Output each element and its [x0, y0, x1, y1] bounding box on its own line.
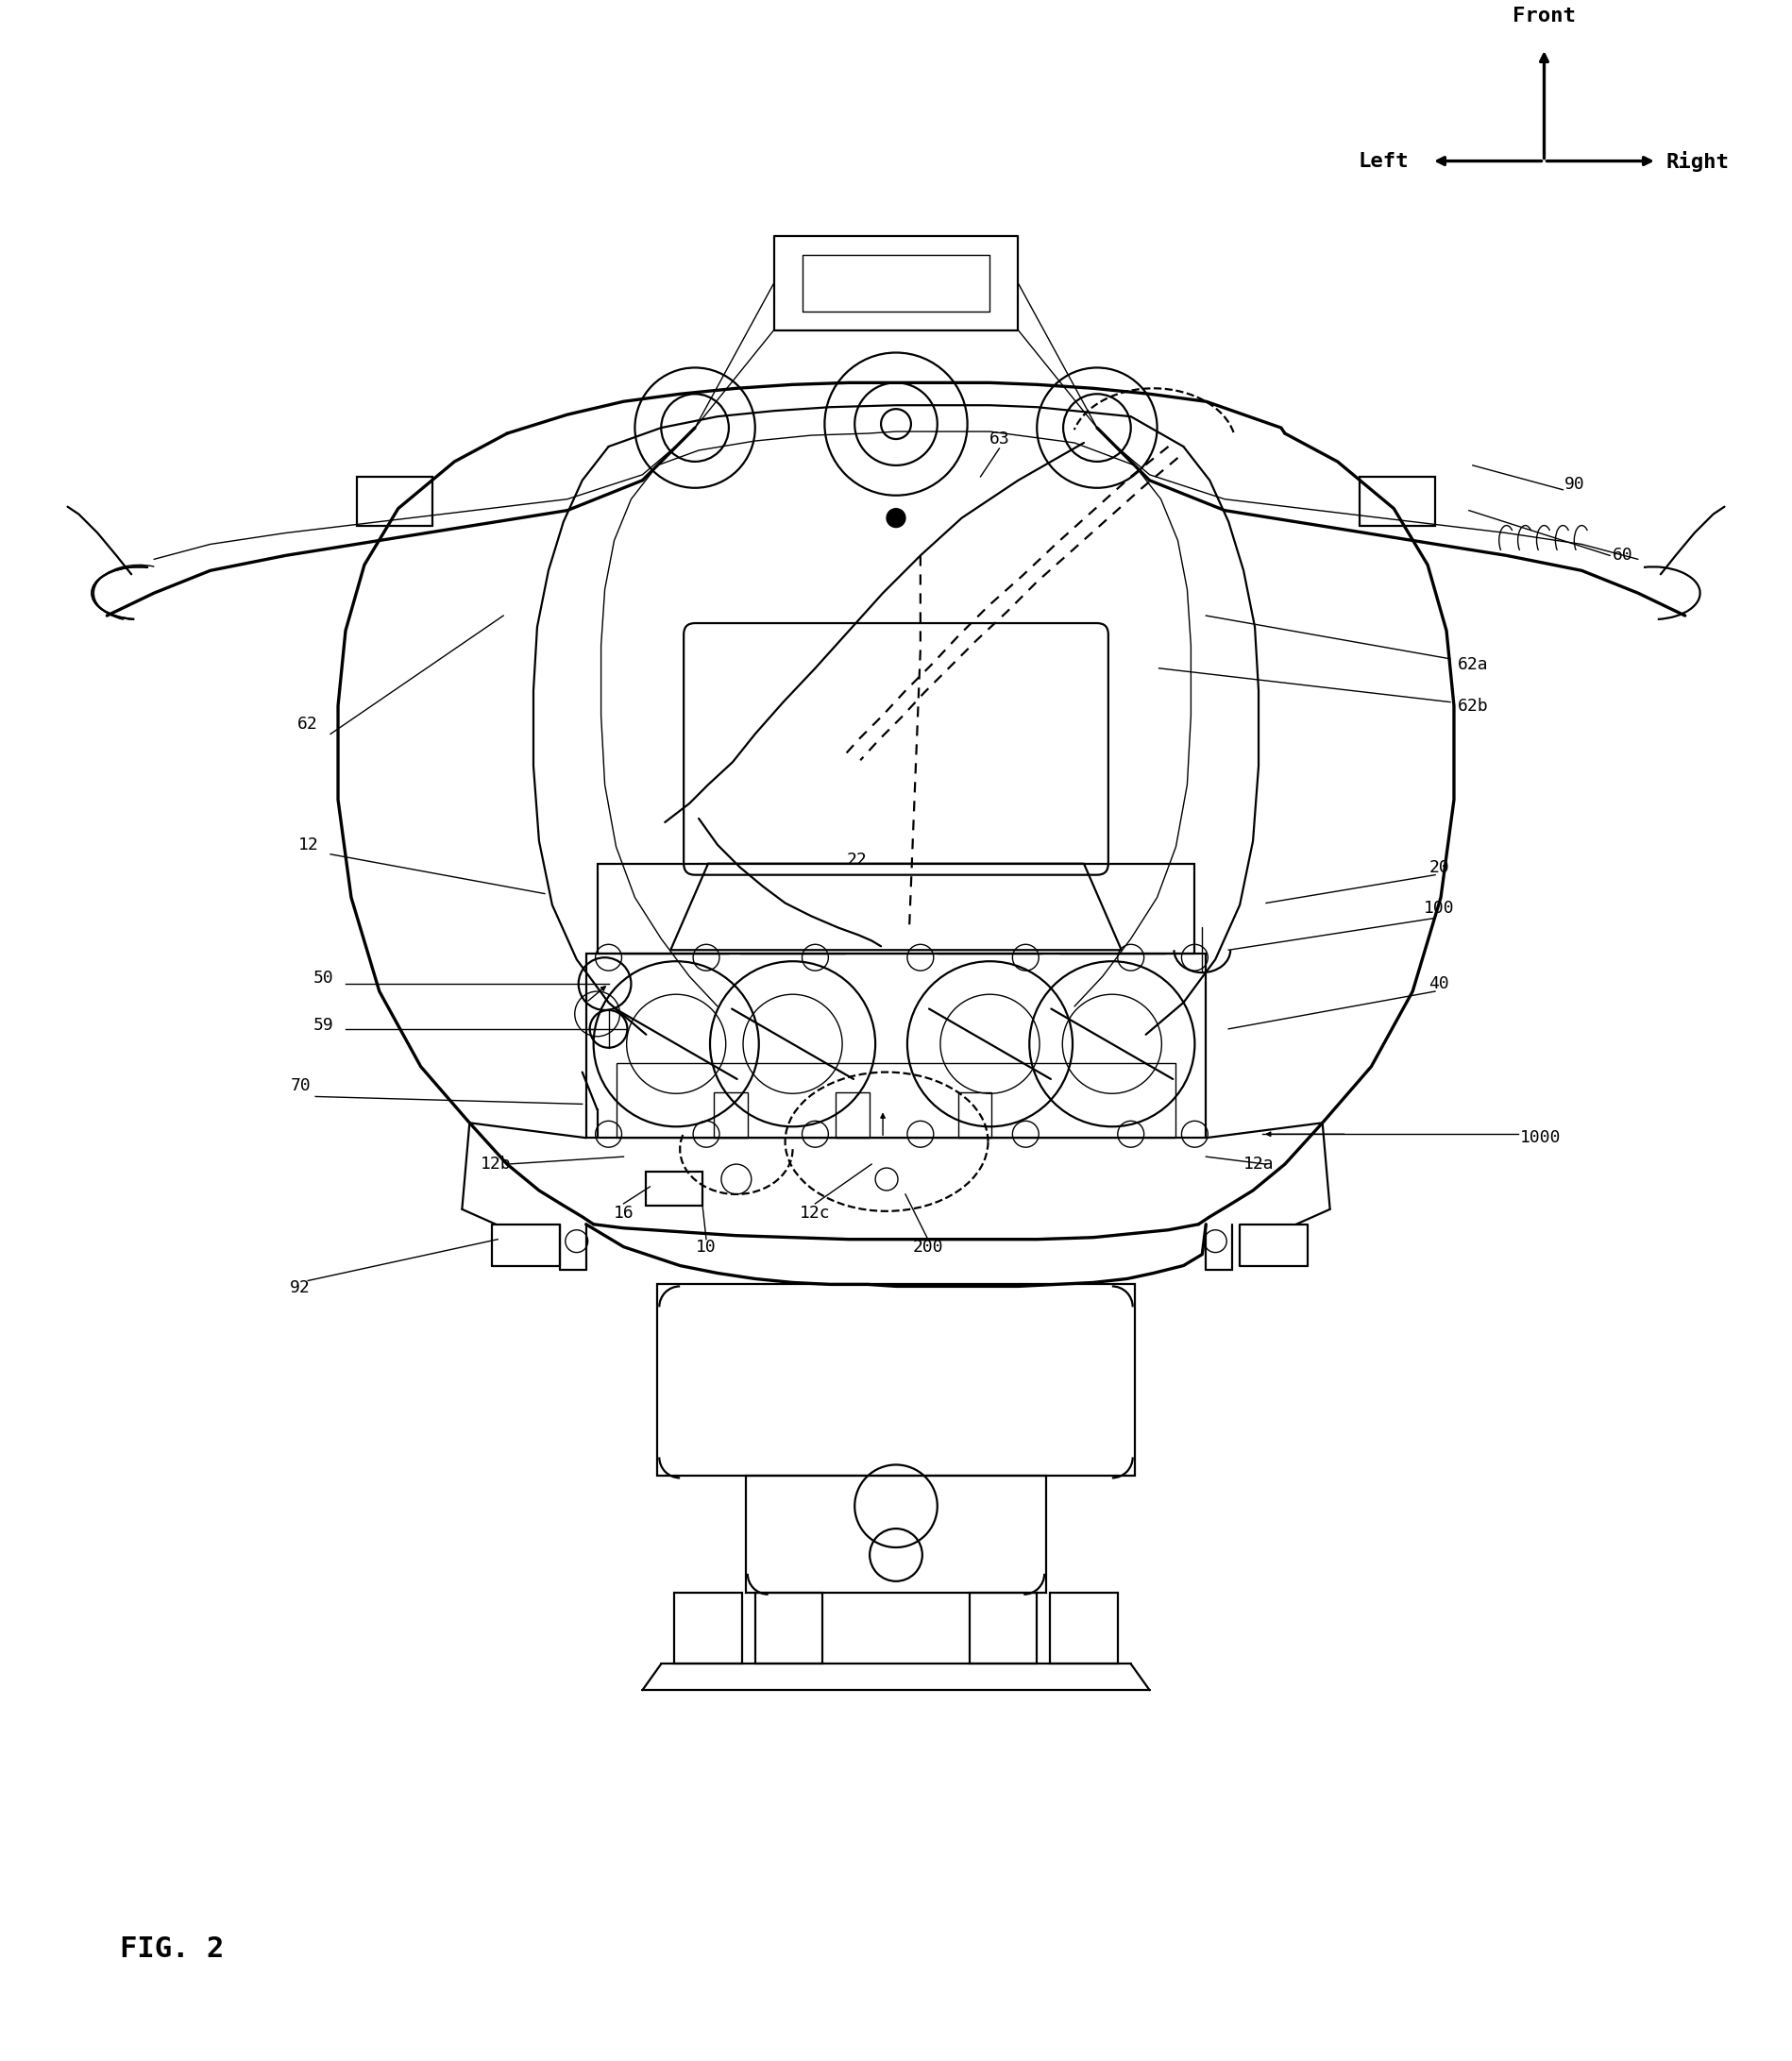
Text: 10: 10	[695, 1239, 717, 1255]
Text: 92: 92	[290, 1280, 310, 1296]
Text: Front: Front	[1512, 6, 1575, 25]
Text: 60: 60	[1613, 546, 1633, 565]
Text: 70: 70	[290, 1076, 310, 1094]
Text: 59: 59	[314, 1016, 333, 1035]
Bar	[1360, 476, 1435, 526]
Bar	[754, 1593, 823, 1663]
Bar	[616, 1063, 1176, 1138]
Circle shape	[887, 509, 905, 528]
Bar	[713, 1092, 747, 1138]
Text: 200: 200	[912, 1239, 943, 1255]
Text: 1000: 1000	[1520, 1129, 1561, 1146]
Text: 12: 12	[297, 837, 319, 853]
Text: 20: 20	[1428, 859, 1450, 876]
Text: 62: 62	[297, 715, 319, 734]
Bar	[1050, 1593, 1118, 1663]
Bar	[959, 1092, 991, 1138]
Bar	[674, 1593, 742, 1663]
Text: 12a: 12a	[1244, 1156, 1274, 1173]
Text: 62a: 62a	[1457, 655, 1487, 674]
Bar	[969, 1593, 1038, 1663]
Bar	[586, 954, 1206, 1138]
Bar	[835, 1092, 869, 1138]
Text: 62b: 62b	[1457, 697, 1487, 715]
Text: FIG. 2: FIG. 2	[120, 1935, 224, 1964]
Text: Right: Right	[1667, 150, 1729, 171]
Bar	[647, 1173, 702, 1206]
Text: 22: 22	[846, 851, 867, 868]
Text: Left: Left	[1358, 153, 1409, 171]
Bar	[597, 864, 1195, 954]
Bar	[745, 1476, 1047, 1593]
Text: 100: 100	[1423, 901, 1455, 917]
Bar	[658, 1284, 1134, 1476]
Text: 16: 16	[613, 1204, 634, 1222]
Text: 12c: 12c	[799, 1204, 831, 1222]
Text: 50: 50	[314, 969, 333, 987]
Bar	[357, 476, 432, 526]
Text: 12b: 12b	[480, 1156, 511, 1173]
Text: 90: 90	[1564, 476, 1584, 493]
Text: 63: 63	[989, 431, 1009, 447]
Text: 40: 40	[1428, 975, 1450, 991]
